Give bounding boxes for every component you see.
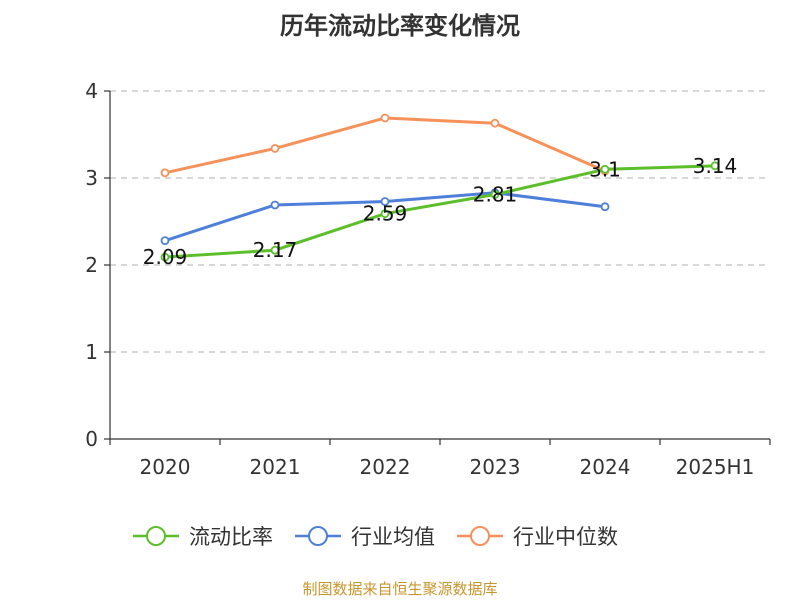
data-point-流动比率 [710,161,720,171]
y-tick-label: 1 [85,340,98,364]
legend-marker-行业中位数 [470,526,490,546]
data-label: 2.59 [363,202,408,226]
data-point-行业中位数 [490,118,500,128]
data-point-流动比率 [490,190,500,199]
data-point-行业均值 [160,236,170,246]
y-tick-label: 2 [85,253,98,277]
data-point-行业中位数 [270,144,280,153]
x-tick-label-2024: 2024 [580,455,631,479]
grid-lines [110,90,770,353]
y-tick-label: 0 [85,427,98,451]
data-label: 3.14 [693,154,738,178]
data-point-流动比率 [270,245,280,255]
x-tick-label-2021: 2021 [250,455,301,479]
y-tick-label: 3 [85,166,98,190]
data-point-行业均值 [380,197,390,206]
x-tick-label-2025H1: 2025H1 [676,455,755,479]
data-label: 2.81 [473,183,518,207]
series-line-行业中位数 [164,116,606,175]
x-tick-label-2020: 2020 [140,455,191,479]
data-point-行业中位数 [380,113,390,123]
data-point-行业均值 [270,200,280,210]
data-point-行业均值 [600,202,610,212]
data-label: 3.1 [589,157,621,181]
x-tick-label-2023: 2023 [470,455,521,479]
axes: 0 1 2 3 4 2020 2021 2022 2023 2024 2025H1 [85,79,771,479]
chart-title: 历年流动比率变化情况 [280,12,520,40]
legend: 流动比率 行业均值 行业中位数 [133,525,618,549]
source-note: 制图数据来自恒生聚源数据库 [302,580,498,598]
data-point-行业中位数 [160,168,170,178]
data-label: 2.17 [253,238,298,262]
data-point-流动比率 [160,252,170,262]
legend-marker-行业均值 [308,526,328,546]
data-point-流动比率 [600,164,610,174]
legend-label-行业中位数: 行业中位数 [513,525,618,549]
legend-label-流动比率: 流动比率 [189,525,273,549]
x-tick-label-2022: 2022 [360,455,411,479]
legend-marker-流动比率 [146,526,166,546]
data-label: 2.09 [143,245,188,269]
series-line-流动比率 [164,164,716,259]
series-group [160,113,720,262]
data-labels: 2.09 2.17 2.59 2.81 3.1 3.14 [143,154,738,269]
y-tick-label: 4 [85,79,98,103]
data-point-流动比率 [380,209,390,219]
legend-label-行业均值: 行业均值 [351,525,435,549]
